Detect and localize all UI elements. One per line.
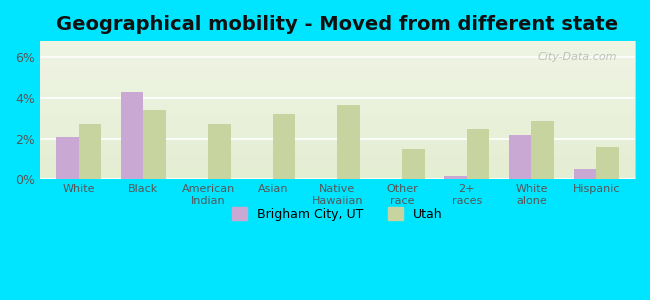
Bar xyxy=(144,110,166,179)
Legend: Brigham City, UT, Utah: Brigham City, UT, Utah xyxy=(227,202,448,226)
Bar xyxy=(402,149,424,179)
Bar xyxy=(509,135,532,179)
Bar xyxy=(273,114,295,179)
Bar xyxy=(467,129,489,179)
Text: City-Data.com: City-Data.com xyxy=(538,52,617,62)
Bar xyxy=(532,122,554,179)
Bar xyxy=(56,137,79,179)
Bar xyxy=(573,169,596,179)
Bar xyxy=(79,124,101,179)
Bar xyxy=(596,147,619,179)
Bar xyxy=(444,176,467,179)
Title: Geographical mobility - Moved from different state: Geographical mobility - Moved from diffe… xyxy=(57,15,619,34)
Bar xyxy=(337,105,360,179)
Bar xyxy=(121,92,144,179)
Bar xyxy=(208,124,231,179)
